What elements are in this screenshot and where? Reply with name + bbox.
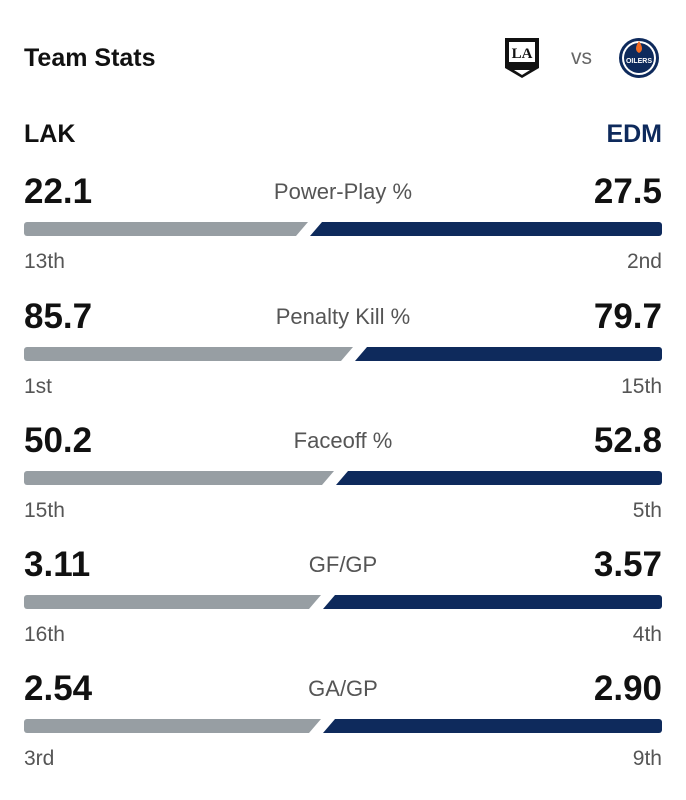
away-stat-value: 2.54 <box>24 669 93 708</box>
stat-values: 2.54 GA/GP 2.90 <box>24 667 662 711</box>
away-stat-value: 85.7 <box>24 297 93 336</box>
away-bar <box>24 222 308 236</box>
home-stat-value: 79.7 <box>593 297 662 336</box>
away-stat-value: 3.11 <box>24 545 91 584</box>
comparison-bar <box>24 347 662 361</box>
stat-row: 85.7 Penalty Kill % 79.7 1st 15th <box>24 295 662 413</box>
stat-row: 3.11 GF/GP 3.57 16th 4th <box>24 543 662 661</box>
oilers-logo-icon: OILERS <box>616 35 662 81</box>
stat-label: Faceoff % <box>293 428 393 453</box>
rank-row: 1st 15th <box>24 375 662 399</box>
comparison-bar <box>24 222 662 236</box>
away-rank: 1st <box>24 375 53 398</box>
oilers-logo-text: OILERS <box>626 58 652 65</box>
stat-label: GA/GP <box>308 676 378 701</box>
home-stat-value: 2.90 <box>593 669 662 708</box>
stat-values: 3.11 GF/GP 3.57 <box>24 543 662 587</box>
away-stat-value: 22.1 <box>24 172 93 211</box>
away-team-name: LAK <box>24 119 76 148</box>
home-bar <box>355 347 662 361</box>
away-rank: 13th <box>24 250 65 273</box>
home-team-name: EDM <box>606 119 662 148</box>
rank-row: 15th 5th <box>24 499 662 523</box>
vs-label: vs <box>571 46 592 69</box>
rank-row: 16th 4th <box>24 623 662 647</box>
stat-values: 50.2 Faceoff % 52.8 <box>24 419 662 463</box>
comparison-bar <box>24 719 662 733</box>
home-rank: 2nd <box>626 250 662 273</box>
home-rank: 4th <box>632 623 662 646</box>
away-rank: 16th <box>24 623 65 646</box>
home-bar <box>310 222 662 236</box>
home-rank: 15th <box>621 375 662 398</box>
section-title: Team Stats <box>24 43 156 72</box>
kings-logo-icon: LA <box>499 35 545 81</box>
home-stat-value: 52.8 <box>593 421 662 460</box>
away-stat-value: 50.2 <box>24 421 93 460</box>
comparison-bar <box>24 595 662 609</box>
home-stat-value: 3.57 <box>593 545 662 584</box>
home-stat-value: 27.5 <box>593 172 662 211</box>
stat-row: 50.2 Faceoff % 52.8 15th 5th <box>24 419 662 537</box>
stat-values: 85.7 Penalty Kill % 79.7 <box>24 295 662 339</box>
rank-row: 3rd 9th <box>24 747 662 771</box>
stat-values: 22.1 Power-Play % 27.5 <box>24 170 662 214</box>
comparison-bar <box>24 471 662 485</box>
home-rank: 9th <box>632 747 662 770</box>
rank-row: 13th 2nd <box>24 250 662 274</box>
away-rank: 15th <box>24 499 65 522</box>
home-bar <box>336 471 662 485</box>
away-bar <box>24 719 321 733</box>
stat-label: Penalty Kill % <box>275 304 411 329</box>
away-rank: 3rd <box>24 747 55 770</box>
away-bar <box>24 347 353 361</box>
stat-row: 2.54 GA/GP 2.90 3rd 9th <box>24 667 662 785</box>
home-bar <box>323 595 662 609</box>
home-rank: 5th <box>632 499 662 522</box>
matchup-logos: LA vs OILERS <box>499 35 662 81</box>
team-abbreviations: LAK EDM <box>24 116 662 152</box>
stat-label: GF/GP <box>308 552 378 577</box>
team-stats-header: Team Stats LA vs OILERS <box>24 30 662 86</box>
away-bar <box>24 471 334 485</box>
kings-logo-text: LA <box>512 46 533 62</box>
stat-label: Power-Play % <box>273 179 413 204</box>
home-bar <box>323 719 662 733</box>
away-bar <box>24 595 321 609</box>
stat-row: 22.1 Power-Play % 27.5 13th 2nd <box>24 170 662 288</box>
